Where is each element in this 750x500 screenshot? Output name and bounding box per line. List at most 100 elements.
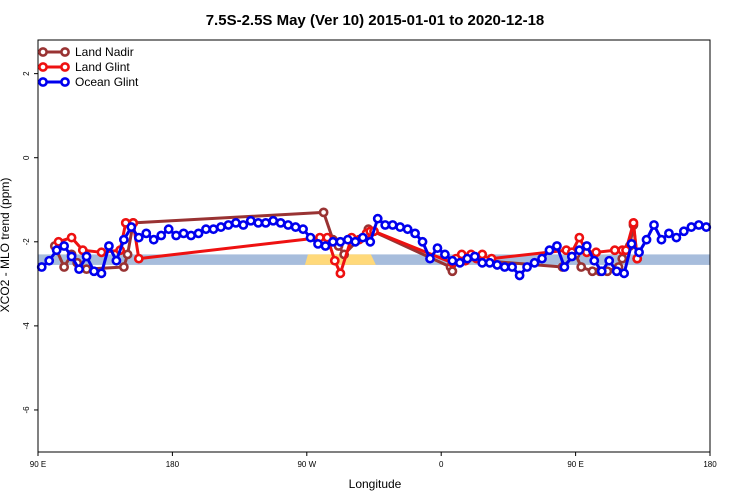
data-point [59, 241, 70, 251]
data-point [671, 232, 682, 243]
data-point [148, 234, 159, 245]
data-point [305, 232, 316, 243]
data-point [335, 268, 346, 279]
data-point [365, 236, 376, 247]
data-point [581, 241, 592, 251]
reference-band [38, 254, 710, 265]
data-point [238, 220, 249, 230]
data-point [59, 262, 70, 272]
data-point [44, 255, 55, 266]
legend-label: Ocean Glint [75, 75, 139, 89]
data-point [193, 228, 204, 239]
data-point [402, 224, 413, 235]
data-point [552, 241, 562, 251]
data-point [425, 253, 435, 264]
data-point [589, 255, 600, 266]
data-point [298, 224, 308, 235]
data-point [522, 262, 532, 272]
data-point [118, 234, 129, 245]
data-point [74, 264, 84, 275]
data-point [253, 217, 264, 228]
data-point [245, 215, 256, 226]
data-point [66, 251, 77, 262]
y-tick-label: 0 [22, 155, 31, 160]
data-point [216, 222, 226, 232]
data-point [357, 232, 368, 243]
chart-title: 7.5S-2.5S May (Ver 10) 2015-01-01 to 202… [206, 12, 545, 29]
data-point [387, 220, 398, 230]
data-point [36, 262, 47, 272]
data-point [208, 224, 219, 235]
data-point [609, 245, 620, 256]
data-point [410, 228, 420, 239]
legend-marker [38, 47, 48, 57]
data-point [89, 266, 99, 277]
data-point [230, 217, 241, 228]
data-point [664, 228, 674, 239]
data-point [171, 230, 182, 241]
data-point [628, 217, 639, 228]
data-point [641, 234, 652, 245]
data-point [701, 222, 712, 232]
data-point [328, 236, 338, 247]
data-point [223, 220, 234, 230]
data-point [329, 255, 340, 266]
plot-frame [37, 39, 711, 453]
data-point [122, 249, 133, 260]
data-point [290, 222, 301, 232]
data-point [576, 262, 587, 272]
legend-marker [38, 62, 48, 72]
data-point [611, 266, 622, 277]
data-point [313, 238, 323, 249]
y-axis: 2 0 -2 -4 -6 [22, 71, 38, 414]
data-point [447, 255, 458, 266]
data-point [574, 232, 585, 243]
data-point [619, 268, 630, 279]
y-tick-label: 2 [22, 71, 31, 76]
data-point [133, 232, 144, 243]
data-point [96, 247, 107, 258]
x-tick-label: 90 E [567, 460, 583, 469]
data-point [529, 257, 540, 268]
data-point [275, 217, 286, 228]
legend-marker [60, 62, 70, 72]
data-point [395, 222, 406, 232]
legend-label: Land Glint [75, 60, 130, 74]
data-point [81, 251, 92, 262]
data-point [163, 224, 174, 235]
x-tick-label: 90 W [297, 460, 316, 469]
data-point [51, 245, 62, 256]
data-point [380, 220, 391, 230]
legend-marker [60, 47, 70, 57]
data-point [596, 266, 607, 277]
y-tick-label: -4 [22, 322, 31, 330]
data-point [537, 253, 547, 264]
data-point [417, 236, 428, 247]
x-tick-label: 180 [166, 460, 180, 469]
data-point [178, 228, 189, 239]
data-point [440, 249, 450, 260]
y-tick-label: -2 [22, 238, 31, 246]
data-point [649, 220, 659, 230]
y-tick-label: -6 [22, 406, 31, 414]
data-point [634, 247, 644, 258]
data-point [686, 222, 697, 232]
data-point [320, 241, 331, 251]
data-point [462, 253, 473, 264]
data-point [678, 226, 689, 237]
data-point [126, 222, 137, 232]
data-point [432, 243, 443, 254]
data-point [604, 255, 615, 266]
data-point [693, 220, 704, 230]
data-point [544, 245, 555, 256]
bands-layer [38, 254, 710, 265]
x-axis: 90 E 180 90 W 0 90 E 180 [30, 452, 717, 469]
data-point [318, 207, 329, 218]
data-point [260, 217, 271, 228]
data-point [372, 213, 383, 224]
data-point [156, 230, 167, 241]
data-point [591, 247, 602, 258]
data-point [133, 253, 144, 264]
data-point [283, 220, 294, 230]
